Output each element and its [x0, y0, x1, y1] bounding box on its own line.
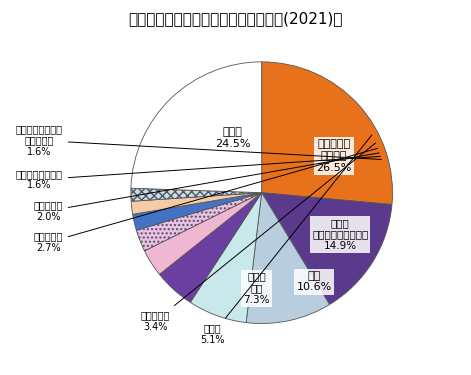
- Wedge shape: [137, 193, 262, 251]
- Text: 心疾患
（高血圧性を除く）
14.9%: 心疾患 （高血圧性を除く） 14.9%: [312, 218, 368, 251]
- Text: その他
24.5%: その他 24.5%: [215, 127, 251, 148]
- Wedge shape: [190, 193, 262, 322]
- Text: 図５　主な死因の構成割合（令和３年(2021)）: 図５ 主な死因の構成割合（令和３年(2021)）: [128, 11, 343, 26]
- Text: 不慮の事故
2.7%: 不慮の事故 2.7%: [33, 148, 378, 253]
- Text: 誤嚥性肺炎
3.4%: 誤嚥性肺炎 3.4%: [141, 143, 375, 332]
- Text: 腎　不　全
2.0%: 腎 不 全 2.0%: [33, 153, 379, 222]
- Wedge shape: [131, 193, 262, 214]
- Wedge shape: [262, 193, 392, 304]
- Wedge shape: [262, 62, 392, 205]
- Wedge shape: [160, 193, 262, 302]
- Text: 脳血管
疾患
7.3%: 脳血管 疾患 7.3%: [243, 272, 270, 305]
- Wedge shape: [131, 188, 262, 201]
- Text: 老衰
10.6%: 老衰 10.6%: [296, 271, 332, 292]
- Wedge shape: [246, 193, 330, 324]
- Text: アルツハイマー病
1.6%: アルツハイマー病 1.6%: [16, 156, 381, 190]
- Wedge shape: [133, 193, 262, 230]
- Wedge shape: [131, 62, 262, 193]
- Text: 肺　炎
5.1%: 肺 炎 5.1%: [201, 135, 372, 345]
- Wedge shape: [145, 193, 262, 274]
- Text: 血管性及び詳細不
明の認知症
1.6%: 血管性及び詳細不 明の認知症 1.6%: [16, 124, 382, 159]
- Text: 悪性新生物
＜腫瘍＞
26.5%: 悪性新生物 ＜腫瘍＞ 26.5%: [316, 140, 351, 172]
